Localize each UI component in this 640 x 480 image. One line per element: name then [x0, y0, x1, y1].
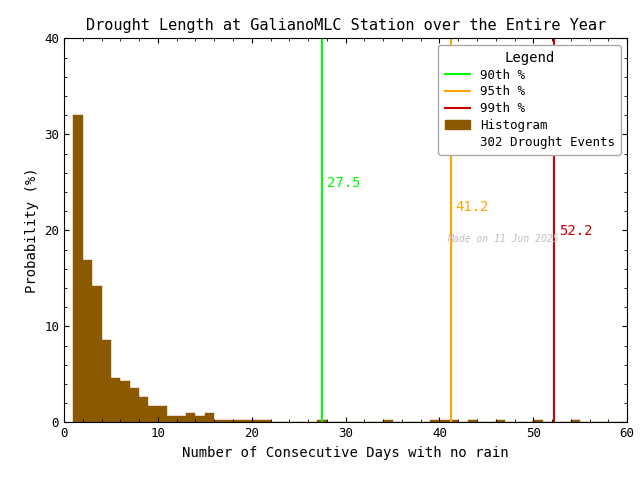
Bar — [233, 420, 243, 422]
Bar — [496, 420, 505, 422]
Bar — [186, 413, 195, 422]
Bar — [252, 420, 261, 422]
Bar — [261, 420, 271, 422]
Bar — [120, 381, 130, 422]
Bar — [571, 420, 580, 422]
Bar — [243, 420, 252, 422]
Text: 41.2: 41.2 — [456, 200, 489, 214]
Bar — [130, 388, 139, 422]
Text: 52.2: 52.2 — [559, 224, 592, 238]
Bar — [440, 420, 449, 422]
Y-axis label: Probability (%): Probability (%) — [24, 168, 38, 293]
Bar — [167, 416, 177, 422]
Bar — [148, 406, 158, 422]
Text: 27.5: 27.5 — [327, 176, 360, 190]
Bar — [383, 420, 392, 422]
Text: Made on 11 Jun 2025: Made on 11 Jun 2025 — [447, 234, 559, 244]
Bar — [74, 115, 83, 422]
X-axis label: Number of Consecutive Days with no rain: Number of Consecutive Days with no rain — [182, 446, 509, 460]
Bar — [533, 420, 543, 422]
Bar — [195, 416, 205, 422]
Bar — [177, 416, 186, 422]
Bar — [214, 420, 223, 422]
Bar — [430, 420, 440, 422]
Bar — [223, 420, 233, 422]
Bar — [449, 420, 458, 422]
Bar — [111, 378, 120, 422]
Title: Drought Length at GalianoMLC Station over the Entire Year: Drought Length at GalianoMLC Station ove… — [86, 18, 605, 33]
Bar — [139, 397, 148, 422]
Bar — [83, 260, 92, 422]
Bar — [102, 340, 111, 422]
Bar — [468, 420, 477, 422]
Bar — [317, 420, 327, 422]
Legend: 90th %, 95th %, 99th %, Histogram, 302 Drought Events: 90th %, 95th %, 99th %, Histogram, 302 D… — [438, 45, 621, 155]
Bar — [92, 286, 102, 422]
Bar — [158, 406, 167, 422]
Bar — [205, 413, 214, 422]
